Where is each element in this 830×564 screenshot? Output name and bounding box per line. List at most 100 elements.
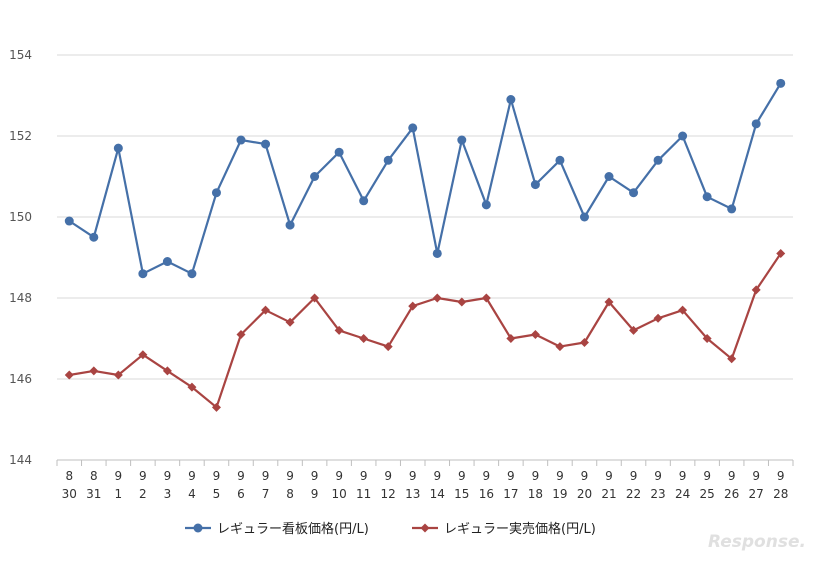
data-point [334, 325, 344, 335]
data-point [629, 325, 639, 335]
data-point [776, 78, 786, 88]
x-tick-month: 9 [507, 469, 515, 483]
data-point [530, 329, 540, 339]
series-lines [64, 78, 786, 412]
data-point [89, 232, 99, 242]
gridlines [57, 54, 793, 380]
data-point [310, 293, 320, 303]
x-tick-day: 23 [650, 487, 665, 501]
x-tick-day: 12 [381, 487, 396, 501]
x-tick-month: 8 [90, 469, 98, 483]
x-tick-day: 8 [286, 487, 294, 501]
data-point [604, 297, 614, 307]
data-point [113, 370, 123, 380]
y-tick-label: 150 [9, 210, 32, 224]
x-tick-month: 9 [311, 469, 319, 483]
data-point [481, 200, 491, 210]
x-tick-day: 15 [454, 487, 469, 501]
x-tick-day: 26 [724, 487, 739, 501]
x-tick-day: 3 [164, 487, 172, 501]
legend-label: レギュラー実売価格(円/L) [444, 521, 596, 537]
data-point [530, 180, 540, 190]
data-point [727, 204, 737, 214]
data-point [457, 135, 467, 145]
x-tick-month: 9 [115, 469, 123, 483]
x-tick-day: 27 [749, 487, 764, 501]
data-point [383, 155, 393, 165]
data-point [236, 329, 246, 339]
x-tick-day: 25 [699, 487, 714, 501]
x-tick-month: 9 [605, 469, 613, 483]
data-point [457, 297, 467, 307]
data-point [604, 172, 614, 181]
data-point [408, 123, 418, 133]
x-tick-month: 9 [728, 469, 736, 483]
data-point [187, 382, 197, 392]
data-point [138, 350, 148, 360]
x-tick-day: 24 [675, 487, 690, 501]
data-point [113, 143, 123, 153]
data-point [678, 131, 688, 141]
x-tick-month: 9 [581, 469, 589, 483]
x-tick-day: 9 [311, 487, 319, 501]
x-tick-day: 18 [528, 487, 543, 501]
x-tick-day: 22 [626, 487, 641, 501]
data-point [162, 366, 172, 376]
series-2 [64, 248, 786, 412]
data-point [236, 135, 246, 145]
legend-item: レギュラー看板価格(円/L) [185, 521, 369, 537]
x-tick-month: 9 [360, 469, 368, 483]
x-tick-month: 9 [777, 469, 785, 483]
x-tick-day: 7 [262, 487, 270, 501]
legend-marker [420, 523, 430, 533]
watermark-logo: Response. [708, 532, 806, 552]
x-tick-day: 13 [405, 487, 420, 501]
x-tick-month: 9 [752, 469, 760, 483]
y-tick-label: 148 [9, 291, 32, 305]
legend-item: レギュラー実売価格(円/L) [412, 521, 596, 537]
data-point [506, 334, 516, 343]
data-point [138, 269, 148, 279]
x-tick-month: 9 [458, 469, 466, 483]
x-tick-month: 8 [65, 469, 73, 483]
x-tick-month: 9 [679, 469, 687, 483]
x-tick-day: 19 [552, 487, 567, 501]
data-point [310, 172, 320, 181]
data-point [334, 147, 344, 157]
x-tick-month: 9 [286, 469, 294, 483]
x-tick-day: 6 [237, 487, 245, 501]
data-point [702, 334, 712, 343]
x-tick-day: 16 [479, 487, 494, 501]
x-tick-month: 9 [630, 469, 638, 483]
x-tick-day: 31 [86, 487, 101, 501]
x-tick-month: 9 [532, 469, 540, 483]
data-point [751, 119, 761, 129]
data-point [629, 188, 639, 198]
x-tick-day: 17 [503, 487, 518, 501]
data-point [702, 192, 712, 202]
data-point [481, 293, 491, 303]
data-point [678, 305, 688, 315]
y-tick-label: 154 [9, 48, 32, 62]
data-point [579, 212, 589, 222]
x-tick-month: 9 [164, 469, 172, 483]
x-tick-month: 9 [409, 469, 417, 483]
data-point [506, 95, 516, 105]
x-tick-month: 9 [262, 469, 270, 483]
x-tick-day: 14 [430, 487, 445, 501]
data-point [555, 155, 565, 165]
data-point [261, 139, 271, 149]
data-point [359, 196, 369, 206]
data-point [359, 334, 369, 343]
x-tick-day: 5 [213, 487, 221, 501]
data-point [383, 342, 393, 352]
legend: レギュラー看板価格(円/L) レギュラー実売価格(円/L) [185, 521, 596, 537]
data-point [727, 354, 737, 364]
legend-label: レギュラー看板価格(円/L) [217, 521, 369, 537]
x-tick-month: 9 [654, 469, 662, 483]
x-tick-day: 11 [356, 487, 371, 501]
data-point [211, 402, 221, 412]
data-point [432, 293, 442, 303]
x-tick-day: 10 [331, 487, 346, 501]
x-tick-day: 20 [577, 487, 592, 501]
